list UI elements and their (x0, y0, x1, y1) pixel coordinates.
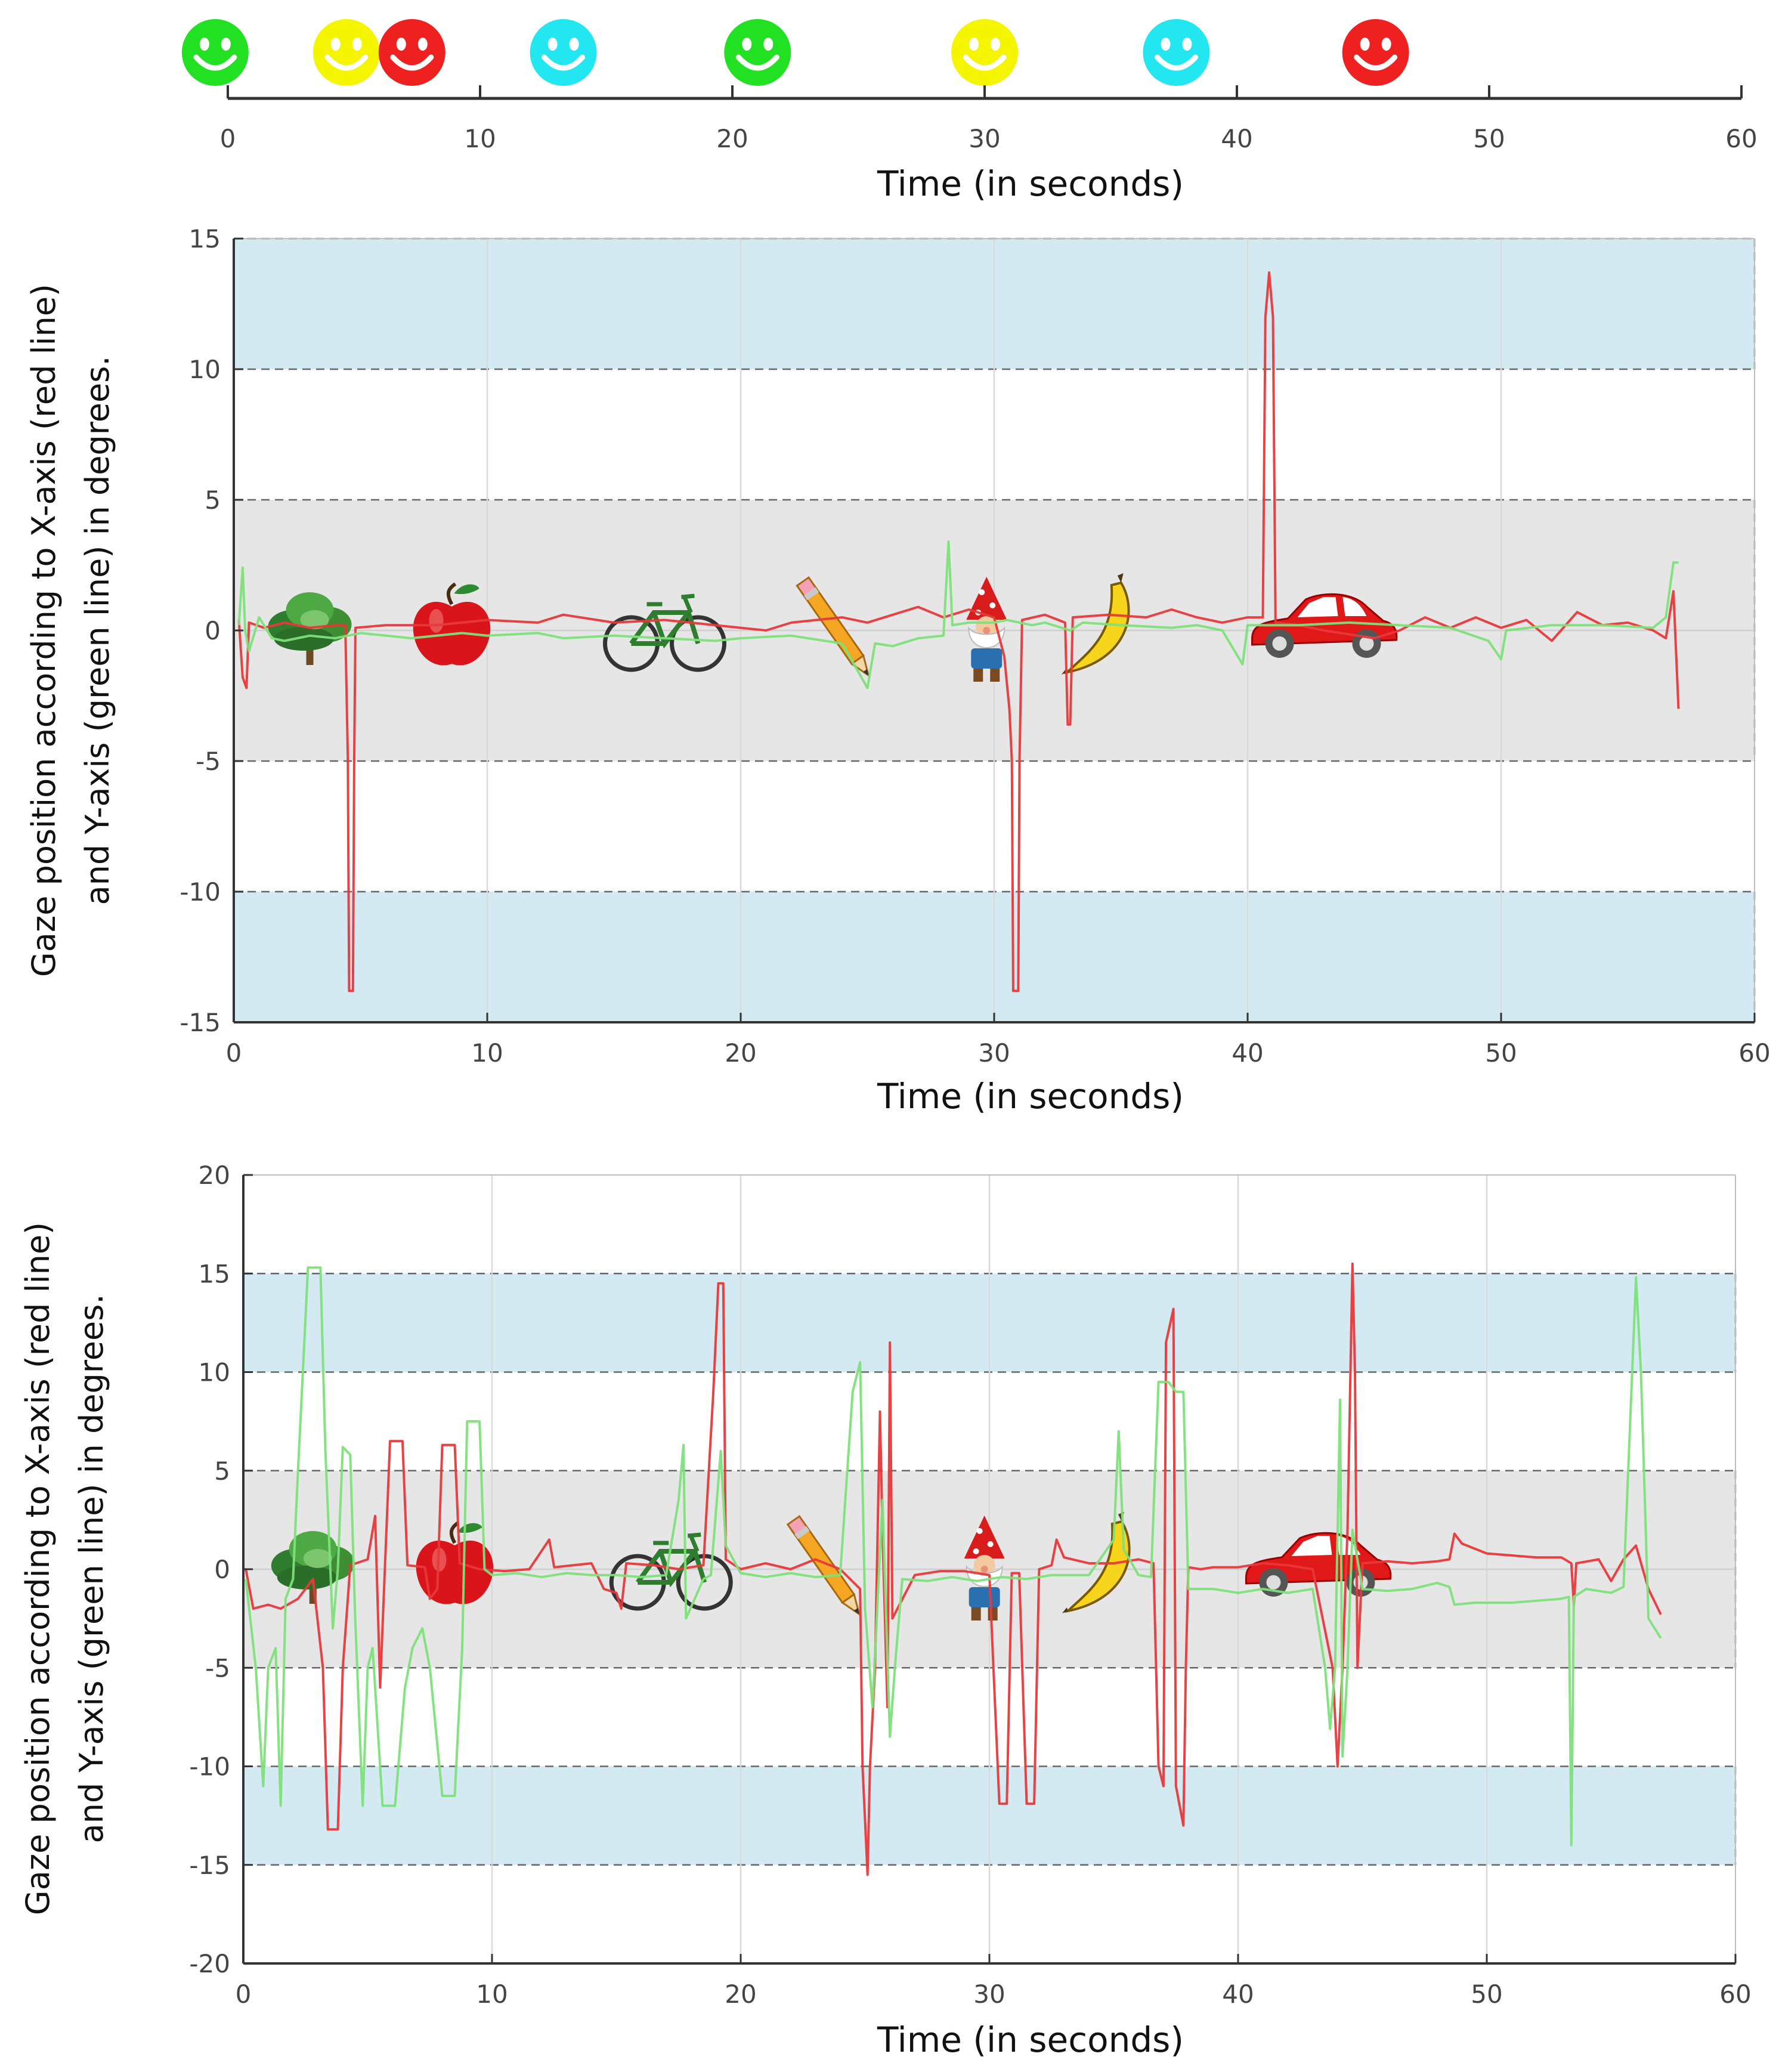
y-tick-label: 10 (199, 1358, 230, 1387)
green-y-gaze-line (237, 540, 1679, 689)
smiley-face-icon (313, 19, 380, 86)
smiley-left-eye (1161, 38, 1171, 51)
y-tick-label: 0 (214, 1555, 230, 1584)
y-axis-label-bottom-line1: Gaze position according to X-axis (red l… (19, 1222, 57, 1915)
smiley-face-icon (1143, 19, 1210, 86)
smiley-face-disc (951, 19, 1018, 86)
timeline-panel: 0 10 20 30 40 50 60 Time (in seconds) (181, 19, 1758, 204)
smiley-mouth (193, 54, 237, 71)
smiley-mouth (390, 54, 434, 71)
red-x-gaze-line (245, 1262, 1662, 1876)
smiley-face-disc (1342, 19, 1409, 86)
smiley-right-eye (763, 38, 774, 51)
x-tick-label: 10 (471, 1038, 503, 1068)
x-tick-label: 40 (1222, 1980, 1254, 2009)
y-tick-label: 10 (189, 355, 221, 384)
x-tick-label: 60 (1738, 1038, 1770, 1068)
timeline-tick-label: 20 (716, 124, 748, 153)
x-tick-label: 60 (1719, 1980, 1751, 2009)
timeline-tick-label: 50 (1473, 124, 1505, 153)
green-y-gaze-line (245, 1266, 1662, 1847)
smiley-mouth (963, 54, 1007, 71)
y-tick-label: -5 (196, 747, 221, 776)
timeline-events (181, 19, 1409, 86)
x-tick-label: 10 (476, 1980, 508, 2009)
red-x-gaze-line (237, 271, 1680, 992)
y-tick-label: 15 (189, 224, 221, 253)
x-axis-label-top: Time (in seconds) (877, 1076, 1184, 1117)
y-tick-label: -15 (180, 1008, 221, 1037)
smiley-left-eye (396, 38, 406, 51)
smiley-face-icon (378, 19, 445, 86)
x-tick-label: 0 (226, 1038, 242, 1068)
y-tick-label: 5 (214, 1456, 230, 1486)
x-tick-label: 20 (725, 1038, 756, 1068)
smiley-face-disc (378, 19, 445, 86)
x-tick-label: 50 (1485, 1038, 1517, 1068)
y-tick-label: -20 (189, 1949, 230, 1978)
smiley-right-eye (991, 38, 1000, 51)
smiley-face-disc (1143, 19, 1210, 86)
y-tick-label: 20 (199, 1161, 230, 1190)
smiley-mouth (1354, 54, 1398, 71)
y-tick-label: -5 (205, 1653, 230, 1683)
smiley-face-disc (724, 19, 791, 86)
smiley-face-icon (1342, 19, 1409, 86)
smiley-mouth (1154, 54, 1198, 71)
smiley-left-eye (547, 38, 558, 51)
y-axis-label-bottom-line2: and Y-axis (green line) in degrees. (73, 1294, 110, 1844)
smiley-right-eye (221, 38, 231, 51)
smiley-mouth (542, 54, 586, 71)
smiley-right-eye (569, 38, 579, 51)
x-tick-label: 40 (1232, 1038, 1263, 1068)
smiley-mouth (324, 54, 369, 71)
timeline-tick-label: 40 (1221, 124, 1252, 153)
smiley-left-eye (330, 38, 341, 51)
timeline-tick-label: 0 (220, 124, 236, 153)
y-tick-label: 0 (205, 616, 221, 645)
smiley-left-eye (969, 38, 979, 51)
smiley-left-eye (199, 38, 209, 51)
smiley-face-icon (530, 19, 597, 86)
smiley-face-disc (530, 19, 597, 86)
smiley-right-eye (417, 38, 428, 51)
smiley-face-icon (951, 19, 1018, 86)
series-top (237, 271, 1680, 992)
y-tick-label: 15 (199, 1259, 230, 1288)
smiley-left-eye (1360, 38, 1370, 51)
y-axis-label-top-line1: Gaze position according to X-axis (red l… (25, 284, 63, 977)
x-tick-label: 30 (973, 1980, 1005, 2009)
smiley-right-eye (352, 38, 362, 51)
smiley-face-icon (724, 19, 791, 86)
y-axis-label-top-line2: and Y-axis (green line) in degrees. (79, 356, 116, 905)
smiley-face-icon (181, 19, 249, 86)
series-bottom (245, 1262, 1662, 1876)
x-tick-label: 30 (978, 1038, 1010, 1068)
smiley-face-disc (313, 19, 380, 86)
y-tick-label: 5 (205, 485, 221, 515)
x-tick-label: 20 (725, 1980, 756, 2009)
timeline-tick-label: 10 (464, 124, 496, 153)
timeline-tick-label: 60 (1725, 124, 1757, 153)
y-tick-label: -10 (189, 1752, 230, 1782)
smiley-left-eye (742, 38, 752, 51)
smiley-face-disc (181, 19, 249, 86)
smiley-right-eye (1381, 38, 1391, 51)
x-tick-label: 50 (1471, 1980, 1502, 2009)
x-axis-label-bottom: Time (in seconds) (877, 2020, 1184, 2060)
smiley-mouth (735, 54, 779, 71)
timeline-x-label: Time (in seconds) (877, 163, 1184, 204)
smiley-right-eye (1182, 38, 1192, 51)
timeline-tick-label: 30 (969, 124, 1000, 153)
x-tick-label: 0 (236, 1980, 252, 2009)
timeline-ticks: 0 10 20 30 40 50 60 (220, 85, 1758, 153)
y-tick-label: -10 (180, 877, 221, 907)
y-tick-label: -15 (189, 1851, 230, 1880)
